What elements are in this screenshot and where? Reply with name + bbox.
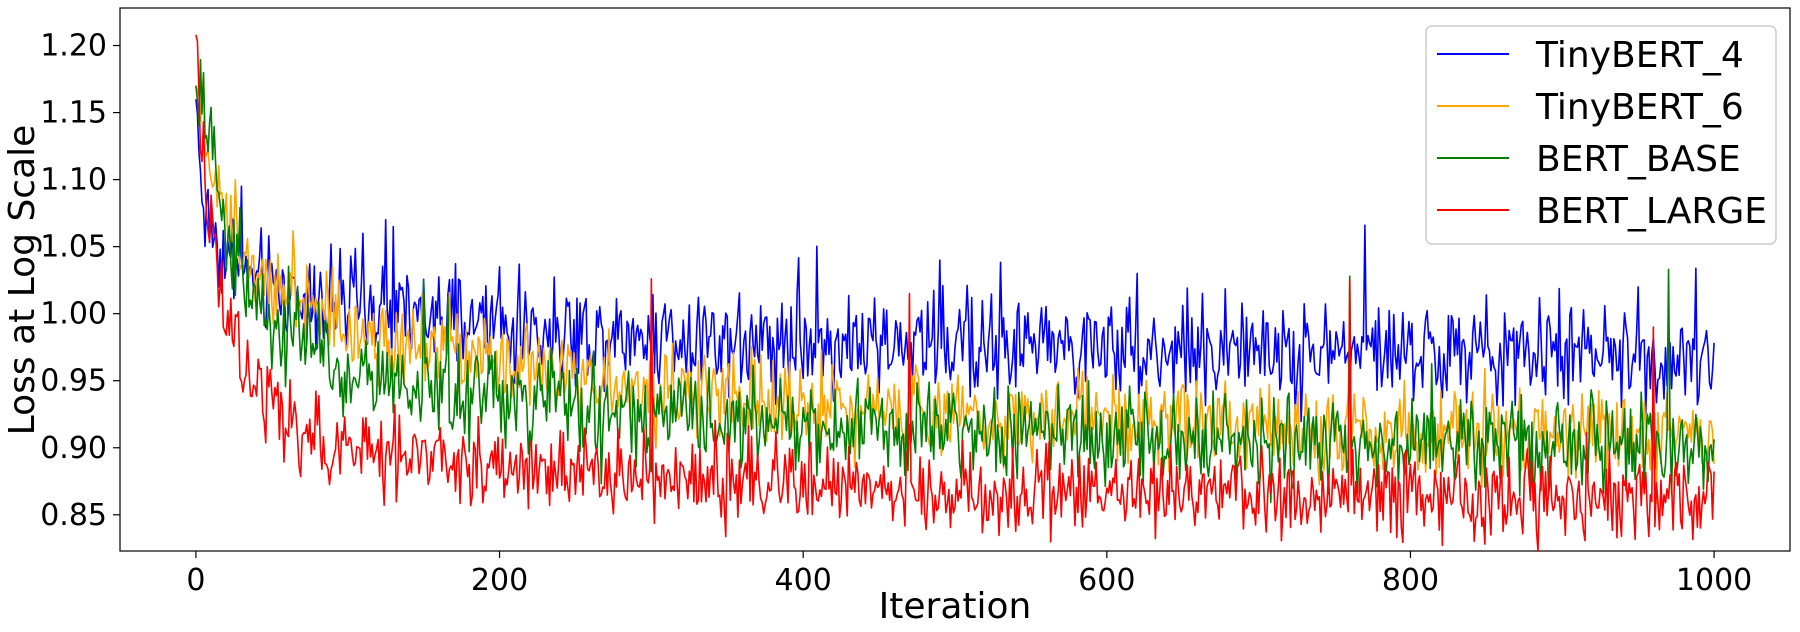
y-tick-label: 0.90	[40, 431, 107, 466]
series-line-tinybert-4	[195, 99, 1715, 423]
x-tick-label: 600	[1078, 563, 1135, 598]
series-line-bert-base	[195, 58, 1715, 504]
x-axis-ticks: 0 200 400 600 800 1000	[186, 551, 1752, 598]
x-tick-label: 400	[775, 563, 832, 598]
y-axis-ticks: 0.85 0.90 0.95 1.00 1.05 1.10 1.15 1.20	[40, 29, 120, 533]
y-tick-label: 1.10	[40, 163, 107, 198]
plot-frame	[119, 7, 1791, 552]
y-tick-label: 1.05	[40, 230, 107, 265]
x-tick-label: 1000	[1676, 563, 1752, 598]
x-tick-label: 200	[471, 563, 528, 598]
y-tick-label: 1.15	[40, 96, 107, 131]
series-layer	[195, 34, 1715, 553]
y-tick-label: 1.20	[40, 29, 107, 64]
y-tick-label: 0.85	[40, 498, 107, 533]
legend-box	[1425, 25, 1777, 245]
x-tick-label: 800	[1382, 563, 1439, 598]
legend-label: TinyBERT_6	[1535, 87, 1744, 128]
legend-label: BERT_LARGE	[1536, 191, 1767, 232]
series-line-bert-large	[195, 34, 1715, 553]
legend-label: BERT_BASE	[1536, 139, 1741, 180]
x-axis-title: Iteration	[879, 586, 1032, 627]
y-axis-title: Loss at Log Scale	[2, 125, 43, 436]
legend-label: TinyBERT_4	[1535, 35, 1744, 76]
y-tick-label: 1.00	[40, 297, 107, 332]
x-tick-label: 0	[186, 563, 205, 598]
legend: TinyBERT_4 TinyBERT_6 BERT_BASE BERT_LARGE	[1425, 25, 1777, 245]
y-tick-label: 0.95	[40, 364, 107, 399]
